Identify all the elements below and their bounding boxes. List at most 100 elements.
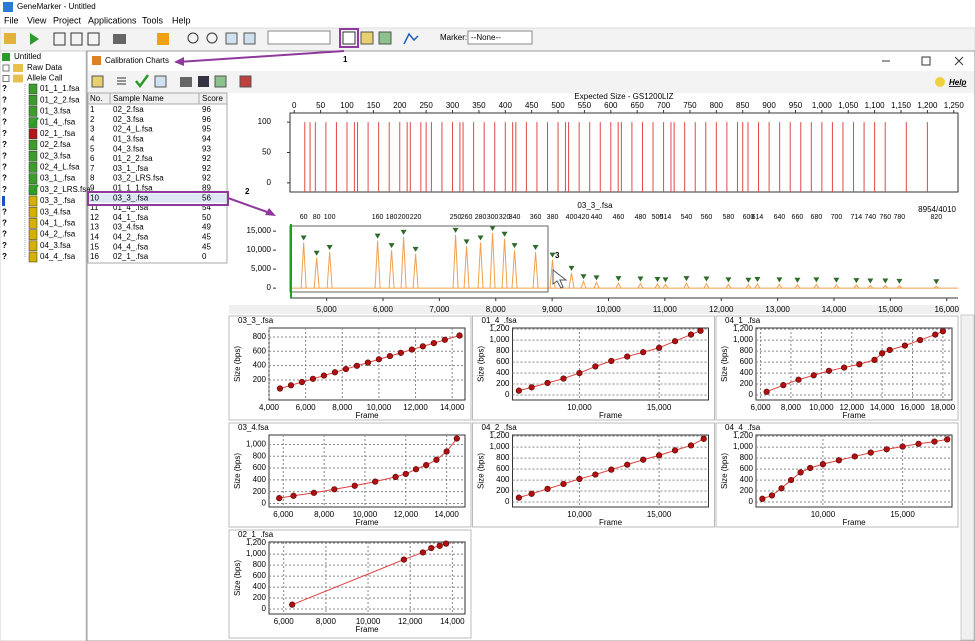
tree-file[interactable]: 04_4_.fsa (40, 252, 76, 261)
tree-file[interactable]: 03_2_LRS.fsa (40, 185, 91, 194)
x-axis-label: Frame (599, 518, 623, 527)
table-cell[interactable]: 96 (202, 115, 211, 124)
h-scrollbar[interactable] (229, 305, 960, 314)
point (428, 544, 435, 552)
table-cell[interactable]: 54 (202, 203, 211, 212)
tree-file[interactable]: 03_1_.fsa (40, 174, 76, 183)
tree-file[interactable]: 04_2_.fsa (40, 230, 76, 239)
table-cell[interactable]: 50 (202, 213, 211, 222)
table-cell[interactable]: 56 (202, 193, 211, 202)
menu-item[interactable]: Help (172, 15, 191, 25)
table-cell[interactable]: 49 (202, 223, 211, 232)
table-cell[interactable]: 15 (90, 242, 99, 251)
table-cell[interactable]: 8 (90, 174, 95, 183)
table-cell[interactable]: 02_2.fsa (113, 105, 144, 114)
table-cell[interactable]: 13 (90, 223, 99, 232)
marker-select[interactable]: --None-- (471, 33, 501, 42)
tree-file[interactable]: 01_2_2.fsa (40, 95, 80, 104)
table-cell[interactable]: 92 (202, 154, 211, 163)
table-cell[interactable]: 03_3_.fsa (113, 193, 149, 202)
table-cell[interactable]: 10 (90, 193, 99, 202)
tree-file[interactable]: 01_1_1.fsa (40, 84, 80, 93)
table-cell[interactable]: 89 (202, 184, 211, 193)
table-cell[interactable]: 04_2_.fsa (113, 233, 149, 242)
table-cell[interactable]: 04_3.fsa (113, 144, 144, 153)
tree-file[interactable]: 01_4_.fsa (40, 118, 76, 127)
tree-file[interactable]: 03_4.fsa (40, 207, 71, 216)
y-tick-label: 400 (253, 475, 267, 484)
table-cell[interactable]: 04_4_.fsa (113, 242, 149, 251)
table-cell[interactable]: 92 (202, 164, 211, 173)
table-cell[interactable]: 9 (90, 184, 95, 193)
menu-item[interactable]: File (4, 15, 19, 25)
file-icon (28, 128, 38, 140)
table-cell[interactable]: 01_4_.fsa (113, 203, 149, 212)
tree-file[interactable]: 04_1_.fsa (40, 219, 76, 228)
table-cell[interactable]: 1 (90, 105, 95, 114)
tree-file[interactable]: 02_3.fsa (40, 151, 71, 160)
table-cell[interactable]: 6 (90, 154, 95, 163)
tree-file[interactable]: 01_3.fsa (40, 107, 71, 116)
size-label: 500 (652, 214, 664, 221)
table-cell[interactable]: 03_4.fsa (113, 223, 144, 232)
table-cell[interactable]: 02_3.fsa (113, 115, 144, 124)
table-cell[interactable]: 03_2_LRS.fsa (113, 174, 164, 183)
table-cell[interactable]: 95 (202, 125, 211, 134)
table-cell[interactable]: 92 (202, 174, 211, 183)
tree-file[interactable]: 03_3_.fsa (40, 196, 76, 205)
table-cell[interactable]: 02_4_L.fsa (113, 125, 153, 134)
scrollbar[interactable] (960, 314, 975, 641)
title-bar (0, 0, 975, 14)
table-cell[interactable]: 12 (90, 213, 99, 222)
table-cell[interactable]: 7 (90, 164, 95, 173)
window-controls[interactable] (882, 56, 964, 66)
point (763, 388, 770, 395)
tree-file[interactable]: 02_4_L.fsa (40, 163, 80, 172)
x-tick-label: 13,000 (765, 305, 790, 314)
table-cell[interactable]: 02_1_.fsa (113, 252, 149, 261)
tree-file[interactable]: 04_3.fsa (40, 241, 71, 250)
table-cell[interactable]: 01_3.fsa (113, 135, 144, 144)
file-icon (28, 173, 38, 184)
table-cell[interactable]: 45 (202, 233, 211, 242)
point (576, 475, 583, 483)
peak (463, 246, 470, 289)
size-label: 680 (811, 214, 823, 221)
peak-marker (776, 277, 783, 283)
table-cell[interactable]: 94 (202, 135, 211, 144)
menu-item[interactable]: View (27, 15, 47, 25)
x-tick-label: 500 (551, 101, 565, 110)
table-cell[interactable]: 16 (90, 252, 99, 261)
peak-marker (662, 277, 669, 283)
help-link[interactable]: Help (949, 78, 966, 87)
table-cell[interactable]: 93 (202, 144, 211, 153)
table-cell[interactable]: 04_1_.fsa (113, 213, 149, 222)
table-cell[interactable]: 11 (90, 203, 99, 212)
table-cell[interactable]: 14 (90, 233, 99, 242)
point (528, 384, 535, 391)
menu-item[interactable]: Project (53, 15, 82, 25)
point (375, 356, 383, 363)
tree-file[interactable]: 02_1_.fsa (40, 129, 76, 138)
table-cell[interactable]: 45 (202, 242, 211, 251)
table-cell[interactable]: 4 (90, 135, 95, 144)
y-tick-label: 400 (253, 582, 267, 591)
table-cell[interactable]: 2 (90, 115, 95, 124)
tree-file[interactable]: 02_2.fsa (40, 140, 71, 149)
table-cell[interactable]: 03_1_.fsa (113, 164, 149, 173)
table-cell[interactable]: 5 (90, 144, 95, 153)
menu-item[interactable]: Applications (88, 15, 137, 25)
table-cell[interactable]: 01_1_1.fsa (113, 184, 153, 193)
point (276, 385, 284, 392)
table-cell[interactable]: 3 (90, 125, 95, 134)
menu-item[interactable]: Tools (142, 15, 164, 25)
table-cell[interactable]: 0 (202, 252, 207, 261)
y-tick-label: 200 (740, 486, 754, 495)
table-cell[interactable]: 01_2_2.fsa (113, 154, 153, 163)
x-tick-label: 1,200 (917, 101, 938, 110)
y-tick-label: 400 (496, 368, 510, 377)
point (528, 490, 535, 497)
table-cell[interactable]: 96 (202, 105, 211, 114)
file-icon (28, 162, 38, 173)
